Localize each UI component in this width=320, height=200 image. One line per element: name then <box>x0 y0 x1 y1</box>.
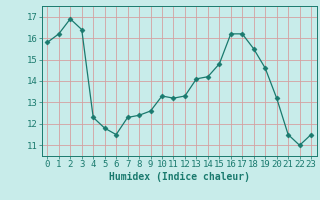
X-axis label: Humidex (Indice chaleur): Humidex (Indice chaleur) <box>109 172 250 182</box>
